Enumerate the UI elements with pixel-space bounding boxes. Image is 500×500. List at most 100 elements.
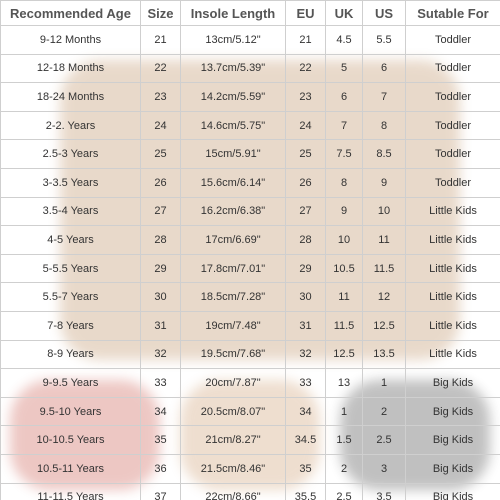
table-row: 5-5.5 Years 29 17.8cm/7.01" 29 10.5 11.5 Littl…	[0, 253, 500, 284]
header-cell: Insole Length	[180, 0, 286, 26]
table-cell: 36	[140, 453, 181, 484]
table-cell: 21cm/8.27"	[180, 425, 286, 455]
table-cell: 27	[140, 196, 181, 227]
header-row: Recommended Age Size Insole Length EU UK US Su…	[0, 0, 500, 26]
table-cell: 5	[325, 53, 363, 84]
table-body: 9-12 Months 21 13cm/5.12" 21 4.5 5.5 Toddler 12…	[0, 25, 500, 500]
header-cell: US	[362, 0, 406, 26]
table-cell: 21.5cm/8.46"	[180, 453, 286, 484]
table-row: 11-11.5 Years 37 22cm/8.66" 35.5 2.5 3.5 Big K…	[0, 482, 500, 500]
table-cell: 17cm/6.69"	[180, 225, 286, 255]
table-cell: 14.6cm/5.75"	[180, 110, 286, 141]
table-row: 2.5-3 Years 25 15cm/5.91" 25 7.5 8.5 Toddler	[0, 139, 500, 169]
table-cell: Toddler	[405, 53, 500, 84]
table-cell: 5-5.5 Years	[0, 253, 141, 284]
table-cell: 23	[285, 82, 326, 112]
table-cell: 23	[140, 82, 181, 112]
table-cell: 31	[285, 310, 326, 341]
table-cell: 13.7cm/5.39"	[180, 53, 286, 84]
table-cell: 32	[285, 339, 326, 370]
table-row: 10-10.5 Years 35 21cm/8.27" 34.5 1.5 2.5 Big K…	[0, 425, 500, 455]
table-cell: 10.5-11 Years	[0, 453, 141, 484]
table-cell: 2	[362, 396, 406, 427]
table-cell: 20.5cm/8.07"	[180, 396, 286, 427]
table-row: 9-9.5 Years 33 20cm/7.87" 33 13 1 Big Kids	[0, 368, 500, 398]
table-cell: Toddler	[405, 139, 500, 169]
table-row: 18-24 Months 23 14.2cm/5.59" 23 6 7 Toddler	[0, 82, 500, 112]
table-cell: 7.5	[325, 139, 363, 169]
table-row: 10.5-11 Years 36 21.5cm/8.46" 35 2 3 Big Kids	[0, 453, 500, 484]
table-cell: 22cm/8.66"	[180, 482, 286, 500]
table-cell: 35.5	[285, 482, 326, 500]
table-cell: 28	[140, 225, 181, 255]
table-cell: 2.5-3 Years	[0, 139, 141, 169]
table-cell: 3	[362, 453, 406, 484]
table-cell: 2.5	[362, 425, 406, 455]
table-cell: 10-10.5 Years	[0, 425, 141, 455]
table-cell: 11.5	[362, 253, 406, 284]
table-cell: Big Kids	[405, 396, 500, 427]
table-cell: 24	[285, 110, 326, 141]
table-cell: 12	[362, 282, 406, 312]
table-cell: 25	[285, 139, 326, 169]
table-row: 2-2. Years 24 14.6cm/5.75" 24 7 8 Toddler	[0, 110, 500, 141]
table-row: 8-9 Years 32 19.5cm/7.68" 32 12.5 13.5 Little …	[0, 339, 500, 370]
table-row: 3.5-4 Years 27 16.2cm/6.38" 27 9 10 Little Kid…	[0, 196, 500, 227]
table-cell: Big Kids	[405, 368, 500, 398]
table-cell: Little Kids	[405, 282, 500, 312]
table-cell: 8	[325, 167, 363, 198]
table-cell: Toddler	[405, 25, 500, 55]
table-cell: 18-24 Months	[0, 82, 141, 112]
table-row: 5.5-7 Years 30 18.5cm/7.28" 30 11 12 Little Ki…	[0, 282, 500, 312]
table-cell: 24	[140, 110, 181, 141]
table-cell: 10	[362, 196, 406, 227]
table-cell: 14.2cm/5.59"	[180, 82, 286, 112]
table-cell: 12.5	[362, 310, 406, 341]
table-cell: 1.5	[325, 425, 363, 455]
table-cell: 21	[140, 25, 181, 55]
header-cell: UK	[325, 0, 363, 26]
table-cell: 26	[140, 167, 181, 198]
table-cell: 17.8cm/7.01"	[180, 253, 286, 284]
table-cell: Toddler	[405, 82, 500, 112]
table-cell: 28	[285, 225, 326, 255]
table-cell: 34	[140, 396, 181, 427]
table-cell: Little Kids	[405, 225, 500, 255]
table-cell: 31	[140, 310, 181, 341]
table-cell: 7	[362, 82, 406, 112]
table-cell: 33	[285, 368, 326, 398]
table-cell: 10.5	[325, 253, 363, 284]
table-cell: 37	[140, 482, 181, 500]
table-cell: 11-11.5 Years	[0, 482, 141, 500]
table-row: 9-12 Months 21 13cm/5.12" 21 4.5 5.5 Toddler	[0, 25, 500, 55]
header-cell: Recommended Age	[0, 0, 141, 26]
table-cell: 22	[140, 53, 181, 84]
header-cell: EU	[285, 0, 326, 26]
table-cell: 1	[325, 396, 363, 427]
table-cell: 29	[140, 253, 181, 284]
table-cell: 3.5-4 Years	[0, 196, 141, 227]
table-cell: 5.5	[362, 25, 406, 55]
table-cell: 9	[362, 167, 406, 198]
table-cell: 34.5	[285, 425, 326, 455]
table-cell: 13	[325, 368, 363, 398]
table-cell: 2-2. Years	[0, 110, 141, 141]
table-cell: Little Kids	[405, 339, 500, 370]
table-row: 4-5 Years 28 17cm/6.69" 28 10 11 Little Kids	[0, 225, 500, 255]
table-cell: 13.5	[362, 339, 406, 370]
table-cell: 25	[140, 139, 181, 169]
table-cell: 7	[325, 110, 363, 141]
table-cell: 5.5-7 Years	[0, 282, 141, 312]
header-cell: Sutable For	[405, 0, 500, 26]
table-cell: 4.5	[325, 25, 363, 55]
table-cell: 34	[285, 396, 326, 427]
table-row: 12-18 Months 22 13.7cm/5.39" 22 5 6 Toddler	[0, 53, 500, 84]
table-cell: 18.5cm/7.28"	[180, 282, 286, 312]
header-cell: Size	[140, 0, 181, 26]
table-cell: 35	[140, 425, 181, 455]
table-cell: 20cm/7.87"	[180, 368, 286, 398]
table-cell: 22	[285, 53, 326, 84]
table-cell: 33	[140, 368, 181, 398]
table-cell: 13cm/5.12"	[180, 25, 286, 55]
